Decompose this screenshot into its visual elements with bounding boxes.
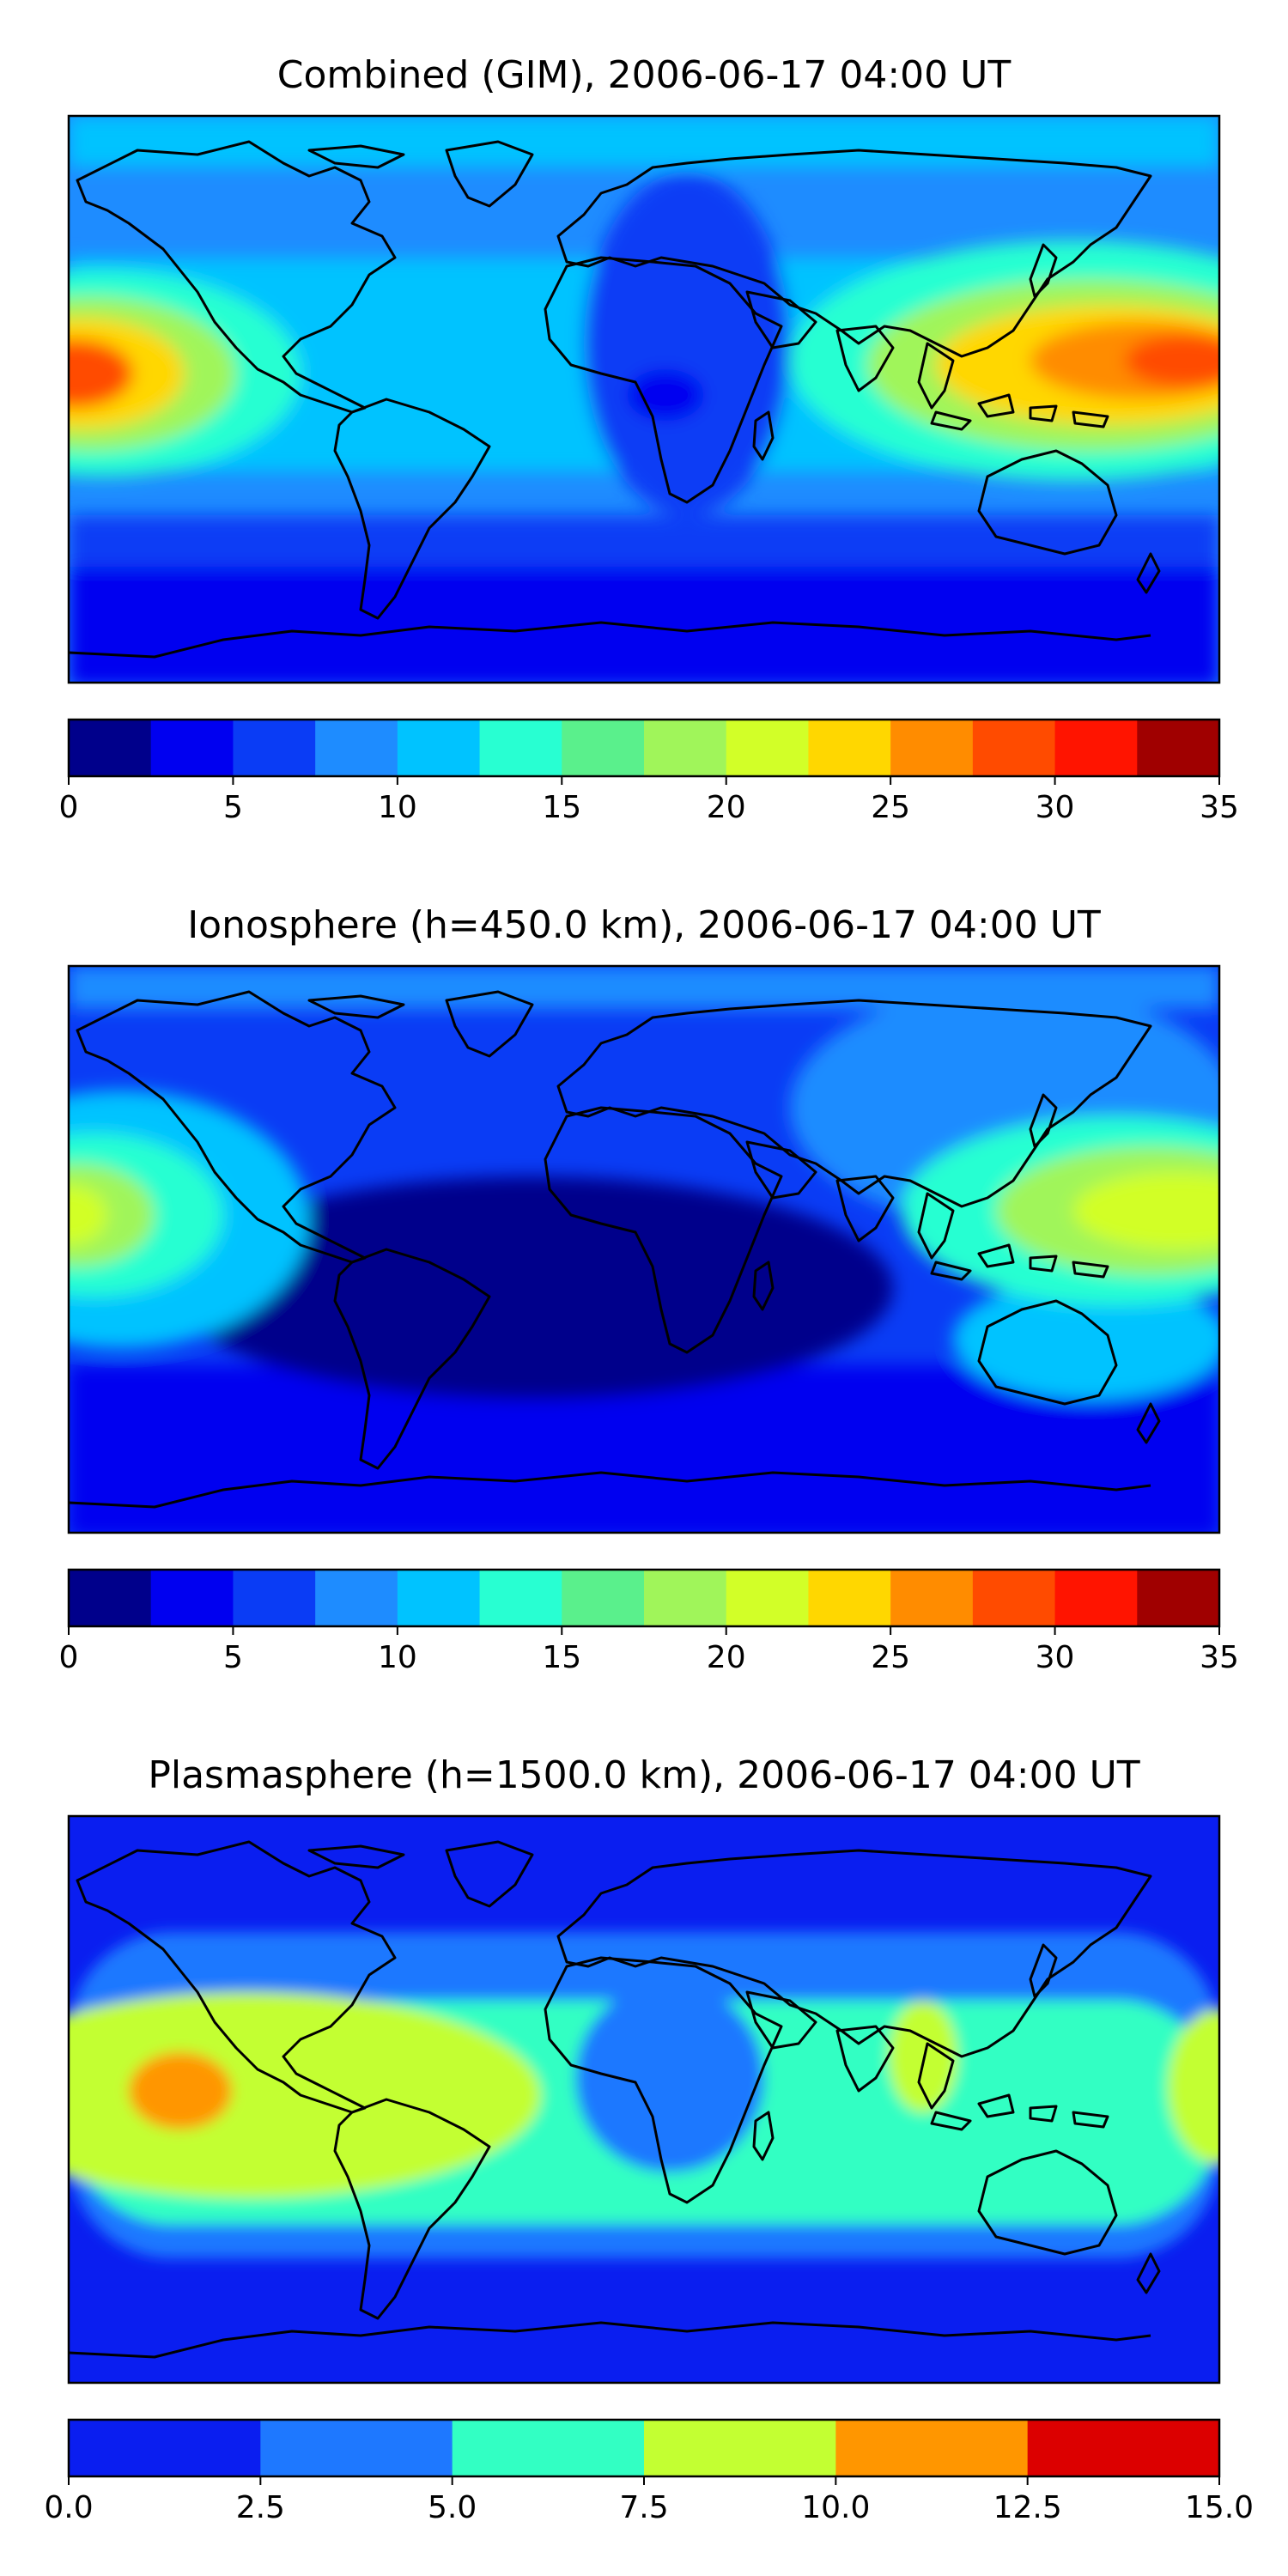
colorbar-tick-label: 25 [871,1640,910,1675]
colorbar-segment [808,1570,891,1626]
colorbar-segment [972,720,1056,776]
colorbar-tick-label: 10.0 [801,2490,870,2525]
map-band-north [69,116,1219,167]
colorbar-tick-label: 5.0 [428,2490,477,2525]
colorbar-segment [1027,2420,1220,2476]
colorbar-tick-label: 2.5 [236,2490,285,2525]
colorbar: 0 5 10 15 20 25 30 35 [59,718,1239,825]
colorbar-tick-label: 35 [1200,790,1239,825]
colorbar-segment [479,1570,562,1626]
colorbar-segment [315,1570,398,1626]
map-low-atlantic [584,172,790,515]
colorbar-tick-label: 7.5 [619,2490,668,2525]
colorbar-segment [1054,720,1138,776]
colorbar-tick-label: 12.5 [993,2490,1062,2525]
colorbar-tick-label: 5 [223,790,243,825]
colorbar-segment [644,720,727,776]
colorbar-tick-label: 0 [59,790,79,825]
tec-map [69,1816,1219,2383]
map-high-india [889,2001,957,2112]
colorbar-frame [67,718,1221,778]
map-low-atlantic [575,1984,764,2172]
tec-map [69,116,1219,683]
colorbar-segment [233,1570,316,1626]
colorbar-segment [890,1570,974,1626]
map-high-pacific-2 [69,1163,155,1267]
colorbar-segment [1137,1570,1220,1626]
map-band-south-polar [69,567,1219,683]
colorbar-segment [562,720,645,776]
panel-title: Plasmasphere (h=1500.0 km), 2006-06-17 0… [148,1753,1139,1797]
map-high-asia-5 [1125,335,1219,386]
colorbar-segment [1137,720,1220,776]
colorbar-segment [150,1570,234,1626]
colorbar-tick-label: 25 [871,790,910,825]
colorbar-tick-label: 10 [378,1640,417,1675]
colorbar-segment [808,720,891,776]
panel-combined: Combined (GIM), 2006-06-17 04:00 UT [59,53,1239,825]
colorbar-frame [67,1568,1221,1628]
colorbar-segment [452,2420,645,2476]
colorbar-segment [233,720,316,776]
colorbar-segment [644,1570,727,1626]
colorbar-segment [562,1570,645,1626]
map-high-pacific-2 [129,2052,232,2129]
colorbar-segment [479,720,562,776]
colorbar-segment [726,720,810,776]
colorbar-segment [726,1570,810,1626]
colorbar-tick-label: 0 [59,1640,79,1675]
colorbar-segment [835,2420,1029,2476]
map-frame [67,114,1221,684]
colorbar-tick-label: 20 [707,790,746,825]
colorbar-tick-label: 15.0 [1185,2490,1254,2525]
colorbar: 0 5 10 15 20 25 30 35 [59,1568,1239,1675]
colorbar-tick-label: 15 [542,790,581,825]
colorbar-segment [972,1570,1056,1626]
colorbar-tick-label: 0.0 [44,2490,93,2525]
panel-plasmasphere: Plasmasphere (h=1500.0 km), 2006-06-17 0… [44,1753,1254,2525]
map-high-pacific-1 [69,1992,541,2198]
colorbar-tick-label: 30 [1036,790,1075,825]
colorbar-tick-label: 20 [707,1640,746,1675]
map-band-south [69,515,1219,567]
colorbar-segment [150,720,234,776]
colorbar-segment [397,1570,481,1626]
colorbar-tick-label: 5 [223,1640,243,1675]
colorbar-tick-label: 15 [542,1640,581,1675]
colorbar-segment [890,720,974,776]
colorbar-segment [69,1570,152,1626]
colorbar-tick-label: 35 [1200,1640,1239,1675]
map-frame [67,964,1221,1534]
map-high-pacific-4 [69,339,133,408]
map-high-pacific-3 [69,1185,107,1245]
panel-title: Combined (GIM), 2006-06-17 04:00 UT [277,53,1012,97]
tec-map [69,966,1219,1533]
map-frame [67,1814,1221,2385]
colorbar-segment [69,720,152,776]
panel-ionosphere: Ionosphere (h=450.0 km), 2006-06-17 04:0… [59,903,1239,1675]
colorbar-segment [397,720,481,776]
map-high-asia-3 [1073,1172,1219,1249]
colorbar-tick-label: 30 [1036,1640,1075,1675]
colorbar-segment [644,2420,836,2476]
map-low-africa [627,369,704,421]
colorbar-segment [69,2420,261,2476]
panel-title: Ionosphere (h=450.0 km), 2006-06-17 04:0… [187,903,1101,947]
colorbar-segment [315,720,398,776]
map-high-dateline [1168,2009,1219,2164]
colorbar-tick-label: 10 [378,790,417,825]
map-low-atlantic [172,1176,893,1400]
colorbar: 0.0 2.5 5.0 7.5 10.0 12.5 15.0 [44,2418,1254,2525]
colorbar-segment [260,2420,453,2476]
colorbar-segment [1054,1570,1138,1626]
map-band-south-polar [69,1434,1219,1533]
